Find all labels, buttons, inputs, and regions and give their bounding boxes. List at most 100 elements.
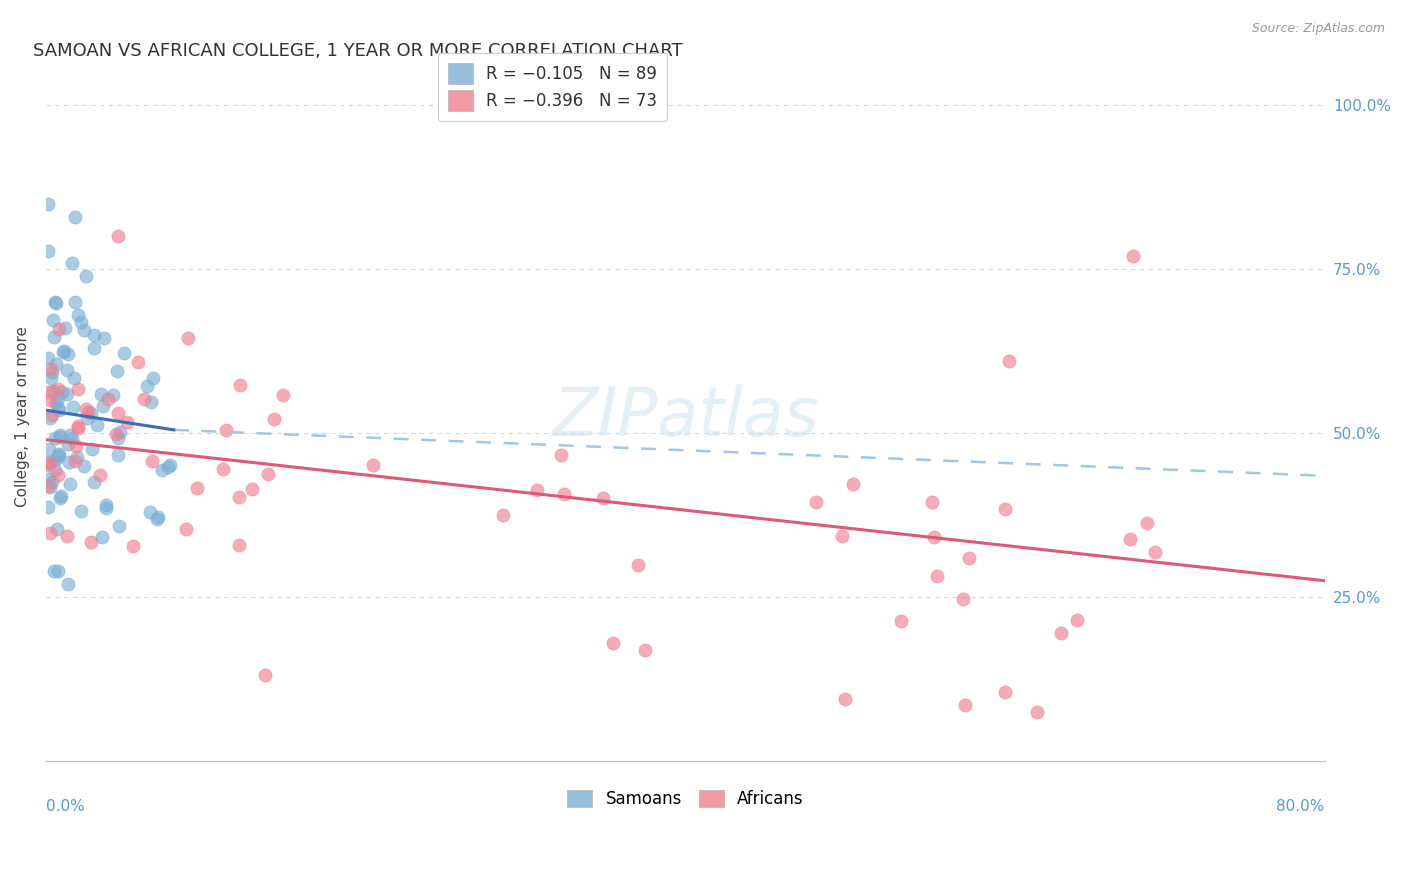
- Point: [263, 411, 285, 425]
- Point: [806, 495, 828, 509]
- Point: [922, 530, 945, 544]
- Point: [45, 295, 67, 310]
- Text: Source: ZipAtlas.com: Source: ZipAtlas.com: [1251, 22, 1385, 36]
- Point: [62, 401, 84, 415]
- Point: [42, 312, 65, 326]
- Point: [38, 442, 60, 457]
- Point: [63, 370, 86, 384]
- Point: [150, 462, 173, 476]
- Point: [44, 431, 66, 445]
- Point: [229, 377, 252, 392]
- Point: [49, 491, 72, 505]
- Point: [73, 323, 96, 337]
- Point: [83, 327, 105, 342]
- Point: [70, 504, 93, 518]
- Point: [38, 480, 60, 494]
- Point: [45, 523, 67, 537]
- Point: [66, 421, 89, 435]
- Point: [56, 386, 79, 401]
- Point: [1050, 626, 1073, 640]
- Point: [38, 385, 60, 400]
- Point: [58, 455, 80, 469]
- Point: [83, 341, 105, 355]
- Point: [634, 642, 657, 657]
- Point: [52, 343, 75, 358]
- Point: [38, 456, 60, 470]
- Point: [46, 467, 69, 482]
- Point: [157, 460, 180, 475]
- Point: [49, 427, 72, 442]
- Point: [48, 402, 70, 417]
- Point: [186, 481, 208, 495]
- Point: [65, 453, 87, 467]
- Point: [37, 458, 59, 472]
- Point: [174, 522, 197, 536]
- Point: [890, 614, 912, 628]
- Point: [37, 196, 59, 211]
- Point: [59, 428, 82, 442]
- Legend: Samoans, Africans: Samoans, Africans: [561, 783, 810, 814]
- Point: [115, 415, 138, 429]
- Point: [627, 558, 650, 572]
- Point: [1122, 249, 1144, 263]
- Point: [39, 392, 62, 407]
- Point: [1136, 516, 1159, 531]
- Point: [228, 538, 250, 552]
- Point: [75, 268, 97, 283]
- Point: [139, 395, 162, 409]
- Point: [42, 384, 65, 399]
- Point: [76, 411, 98, 425]
- Point: [46, 564, 69, 578]
- Point: [41, 475, 63, 490]
- Point: [56, 347, 79, 361]
- Point: [76, 405, 98, 419]
- Point: [48, 448, 70, 462]
- Point: [146, 512, 169, 526]
- Point: [998, 354, 1021, 368]
- Point: [41, 362, 63, 376]
- Point: [39, 370, 62, 384]
- Point: [953, 698, 976, 713]
- Point: [59, 476, 82, 491]
- Point: [80, 405, 103, 419]
- Point: [60, 255, 83, 269]
- Point: [136, 378, 159, 392]
- Point: [122, 539, 145, 553]
- Point: [492, 508, 515, 522]
- Point: [66, 450, 89, 464]
- Point: [80, 442, 103, 457]
- Point: [526, 483, 548, 497]
- Point: [592, 491, 614, 505]
- Point: [271, 388, 294, 402]
- Point: [107, 449, 129, 463]
- Point: [215, 423, 238, 437]
- Point: [112, 345, 135, 359]
- Point: [42, 564, 65, 578]
- Y-axis label: College, 1 year or more: College, 1 year or more: [15, 326, 30, 508]
- Point: [66, 308, 89, 322]
- Point: [70, 315, 93, 329]
- Point: [75, 401, 97, 416]
- Point: [132, 392, 155, 407]
- Point: [80, 535, 103, 549]
- Point: [101, 388, 124, 402]
- Point: [46, 450, 69, 465]
- Point: [90, 387, 112, 401]
- Point: [44, 295, 66, 310]
- Text: 80.0%: 80.0%: [1277, 799, 1324, 814]
- Point: [361, 458, 384, 472]
- Point: [253, 667, 276, 681]
- Point: [37, 479, 59, 493]
- Point: [1143, 545, 1166, 559]
- Text: ZIPatlas: ZIPatlas: [553, 384, 818, 450]
- Point: [550, 448, 572, 462]
- Point: [831, 529, 853, 543]
- Point: [39, 411, 62, 425]
- Point: [834, 691, 856, 706]
- Point: [110, 425, 132, 439]
- Point: [228, 490, 250, 504]
- Point: [60, 430, 83, 444]
- Point: [994, 685, 1017, 699]
- Point: [46, 382, 69, 396]
- Point: [58, 577, 80, 591]
